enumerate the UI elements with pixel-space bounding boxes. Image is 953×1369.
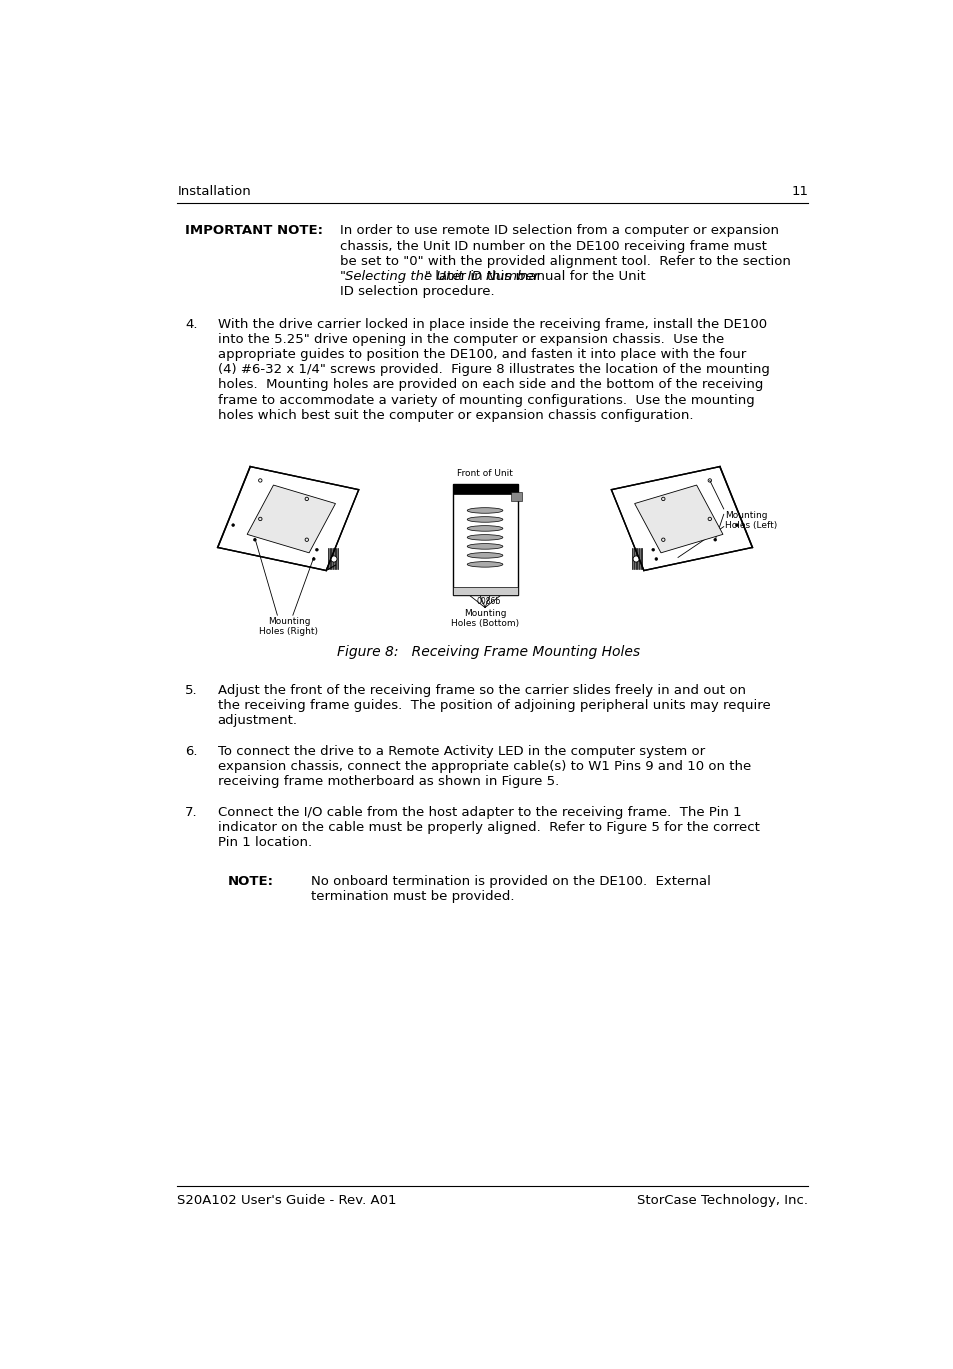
Text: termination must be provided.: termination must be provided.: [311, 890, 514, 904]
Bar: [511, 491, 521, 501]
Ellipse shape: [467, 553, 502, 559]
Circle shape: [331, 556, 336, 563]
Polygon shape: [634, 485, 722, 553]
Text: In order to use remote ID selection from a computer or expansion: In order to use remote ID selection from…: [340, 225, 779, 237]
Ellipse shape: [467, 535, 502, 541]
Text: be set to "0" with the provided alignment tool.  Refer to the section: be set to "0" with the provided alignmen…: [340, 255, 790, 268]
Text: With the drive carrier locked in place inside the receiving frame, install the D: With the drive carrier locked in place i…: [217, 318, 766, 330]
Text: No onboard termination is provided on the DE100.  External: No onboard termination is provided on th…: [311, 875, 710, 888]
Text: Front of Unit: Front of Unit: [456, 470, 513, 478]
Text: chassis, the Unit ID number on the DE100 receiving frame must: chassis, the Unit ID number on the DE100…: [340, 240, 766, 253]
Text: 6.: 6.: [185, 745, 197, 758]
Text: Selecting the Unit ID Number: Selecting the Unit ID Number: [344, 270, 538, 283]
Circle shape: [735, 524, 738, 527]
Text: 5.: 5.: [185, 683, 197, 697]
Circle shape: [312, 557, 314, 560]
Text: Figure 8:   Receiving Frame Mounting Holes: Figure 8: Receiving Frame Mounting Holes: [337, 645, 639, 660]
Polygon shape: [217, 467, 358, 571]
Text: appropriate guides to position the DE100, and fasten it into place with the four: appropriate guides to position the DE100…: [217, 348, 745, 361]
Text: NOTE:: NOTE:: [228, 875, 274, 888]
Text: holes.  Mounting holes are provided on each side and the bottom of the receiving: holes. Mounting holes are provided on ea…: [217, 378, 762, 392]
Text: (4) #6-32 x 1/4" screws provided.  Figure 8 illustrates the location of the moun: (4) #6-32 x 1/4" screws provided. Figure…: [217, 363, 769, 376]
Bar: [452, 587, 517, 596]
Text: 7.: 7.: [185, 806, 197, 819]
Text: To connect the drive to a Remote Activity LED in the computer system or: To connect the drive to a Remote Activit…: [217, 745, 704, 758]
Text: ": ": [340, 270, 346, 283]
Text: frame to accommodate a variety of mounting configurations.  Use the mounting: frame to accommodate a variety of mounti…: [217, 394, 754, 407]
Text: Connect the I/O cable from the host adapter to the receiving frame.  The Pin 1: Connect the I/O cable from the host adap…: [217, 806, 740, 819]
Text: into the 5.25" drive opening in the computer or expansion chassis.  Use the: into the 5.25" drive opening in the comp…: [217, 333, 723, 346]
Polygon shape: [611, 467, 752, 571]
Text: the receiving frame guides.  The position of adjoining peripheral units may requ: the receiving frame guides. The position…: [217, 700, 770, 712]
Ellipse shape: [467, 516, 502, 522]
Circle shape: [232, 524, 234, 527]
Text: indicator on the cable must be properly aligned.  Refer to Figure 5 for the corr: indicator on the cable must be properly …: [217, 821, 759, 834]
Ellipse shape: [467, 508, 502, 513]
Text: 11: 11: [790, 185, 807, 199]
Polygon shape: [247, 485, 335, 553]
Text: Installation: Installation: [177, 185, 251, 199]
Text: Mounting
Holes (Bottom): Mounting Holes (Bottom): [451, 609, 518, 628]
Text: receiving frame motherboard as shown in Figure 5.: receiving frame motherboard as shown in …: [217, 775, 558, 789]
Text: 4.: 4.: [185, 318, 197, 330]
Text: StorCase Technology, Inc.: StorCase Technology, Inc.: [637, 1194, 807, 1206]
Text: ID selection procedure.: ID selection procedure.: [340, 285, 495, 298]
Circle shape: [713, 538, 716, 541]
Text: Adjust the front of the receiving frame so the carrier slides freely in and out : Adjust the front of the receiving frame …: [217, 683, 745, 697]
Ellipse shape: [467, 561, 502, 567]
Circle shape: [315, 549, 318, 552]
Circle shape: [253, 538, 256, 541]
Circle shape: [633, 556, 639, 563]
Text: " later in this manual for the Unit: " later in this manual for the Unit: [425, 270, 645, 283]
Text: adjustment.: adjustment.: [217, 715, 297, 727]
Ellipse shape: [467, 543, 502, 549]
Text: Mounting
Holes (Left): Mounting Holes (Left): [724, 511, 777, 530]
Text: IMPORTANT NOTE:: IMPORTANT NOTE:: [185, 225, 323, 237]
Circle shape: [655, 557, 657, 560]
Text: holes which best suit the computer or expansion chassis configuration.: holes which best suit the computer or ex…: [217, 409, 693, 422]
Text: Pin 1 location.: Pin 1 location.: [217, 836, 312, 850]
Bar: [452, 485, 517, 494]
Text: Mounting
Holes (Right): Mounting Holes (Right): [259, 616, 318, 637]
Ellipse shape: [467, 526, 502, 531]
Text: S20A102 User's Guide - Rev. A01: S20A102 User's Guide - Rev. A01: [177, 1194, 396, 1206]
Text: 0086b: 0086b: [476, 597, 500, 605]
Bar: [452, 485, 517, 596]
Text: expansion chassis, connect the appropriate cable(s) to W1 Pins 9 and 10 on the: expansion chassis, connect the appropria…: [217, 760, 750, 773]
Circle shape: [651, 549, 654, 552]
